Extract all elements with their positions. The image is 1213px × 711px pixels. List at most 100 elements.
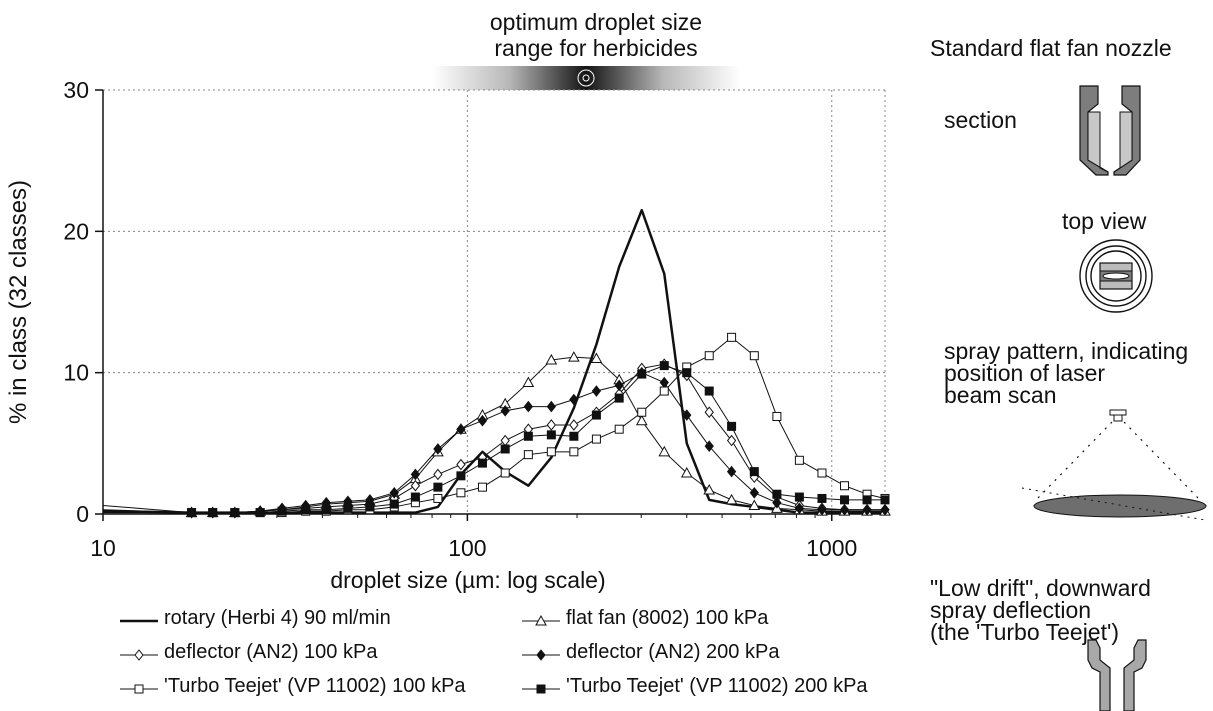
low-drift-label: "Low drift", downward spray deflection (…: [930, 575, 1151, 645]
series-line: [103, 336, 886, 514]
data-point: [817, 468, 827, 478]
chart-title-line: optimum droplet size: [490, 9, 702, 35]
data-point: [794, 502, 805, 515]
data-point: [546, 400, 556, 413]
optimum-band-marker: [582, 74, 590, 82]
data-point: [659, 361, 669, 371]
grid: [103, 89, 886, 514]
chart-title-line: range for herbicides: [494, 35, 697, 61]
data-point: [591, 385, 602, 397]
legend-swatch: [522, 614, 560, 625]
data-point: [614, 379, 624, 392]
legend-swatch-marker: [535, 614, 547, 625]
turbo-teejet-icon: [1087, 639, 1147, 711]
optimum-band-marker: [577, 69, 595, 87]
data-point: [500, 444, 510, 454]
data-point: [880, 503, 890, 516]
data-point: [301, 505, 311, 515]
data-point: [546, 419, 556, 431]
section-label: section: [944, 107, 1017, 133]
series-4: [102, 366, 890, 519]
data-point: [727, 332, 737, 342]
data-point: [839, 503, 850, 516]
data-point: [433, 443, 443, 455]
data-point: [704, 386, 714, 396]
data-point: [230, 508, 240, 518]
y-tick-label: 30: [63, 77, 89, 103]
data-point: [840, 495, 850, 505]
data-point: [704, 440, 714, 452]
data-point: [772, 411, 782, 421]
series-6: [103, 361, 890, 518]
data-point: [658, 445, 671, 457]
data-point: [635, 414, 648, 426]
data-point: [817, 493, 827, 503]
data-point: [749, 351, 759, 361]
data-point: [410, 479, 421, 492]
legend-swatch-marker: [134, 648, 144, 661]
data-point: [590, 352, 603, 364]
data-point: [569, 419, 579, 431]
legend-swatch: [522, 684, 560, 693]
data-point: [187, 508, 197, 518]
data-point: [523, 450, 533, 460]
y-tick-label: 20: [63, 218, 89, 244]
data-point: [568, 351, 580, 362]
data-point: [523, 400, 533, 413]
series-3: [102, 358, 890, 519]
data-point: [591, 410, 601, 420]
data-point: [614, 424, 624, 434]
legend-swatch-marker: [134, 684, 144, 693]
legend-swatch-marker: [536, 648, 546, 661]
series-1: [102, 208, 885, 514]
data-point: [794, 492, 804, 502]
data-point: [703, 483, 716, 495]
y-axis-title: % in class (32 classes): [5, 180, 32, 424]
legend-swatch: [120, 619, 158, 622]
top-view-label: top view: [1062, 208, 1147, 234]
data-point: [772, 496, 782, 509]
data-point: [726, 434, 737, 447]
nozzle-section-icon: [1079, 85, 1141, 176]
data-point: [523, 431, 533, 441]
nozzle-top-view-icon: [1079, 239, 1153, 313]
data-point: [389, 499, 399, 509]
y-tick-label: 0: [76, 501, 89, 527]
data-point: [255, 508, 265, 518]
data-point: [704, 406, 714, 419]
legend-item: flat fan (8002) 100 kPa: [520, 607, 768, 630]
legend-label: deflector (AN2) 200 kPa: [566, 641, 780, 663]
x-tick-label: 10: [90, 535, 116, 561]
data-point: [410, 492, 420, 502]
data-point: [321, 505, 331, 515]
data-point: [569, 431, 579, 441]
optimum-band: [432, 66, 740, 90]
x-axis-title: droplet size (µm: log scale): [330, 567, 605, 593]
data-point: [500, 405, 510, 417]
data-point: [726, 465, 737, 478]
series-2: [102, 351, 891, 518]
data-point: [749, 486, 759, 499]
data-point: [682, 409, 692, 421]
legend-item: rotary (Herbi 4) 90 ml/min: [118, 607, 391, 630]
data-point: [840, 481, 850, 491]
data-point: [880, 495, 890, 505]
data-point: [343, 503, 353, 513]
data-point: [637, 369, 647, 379]
chart-title: optimum droplet size range for herbicides: [490, 9, 702, 61]
data-point: [477, 482, 487, 492]
legend-label: rotary (Herbi 4) 90 ml/min: [164, 607, 391, 629]
series-line: [103, 365, 885, 514]
legend-swatch: [120, 648, 158, 661]
data-point: [456, 488, 466, 498]
data-point: [277, 506, 287, 516]
data-point: [477, 458, 487, 468]
data-point: [365, 502, 375, 512]
data-point: [433, 468, 443, 481]
data-point: [456, 471, 466, 481]
side-panel-title: Standard flat fan nozzle: [930, 35, 1172, 61]
data-point: [727, 421, 737, 431]
data-point: [862, 495, 872, 505]
data-point: [748, 499, 761, 511]
